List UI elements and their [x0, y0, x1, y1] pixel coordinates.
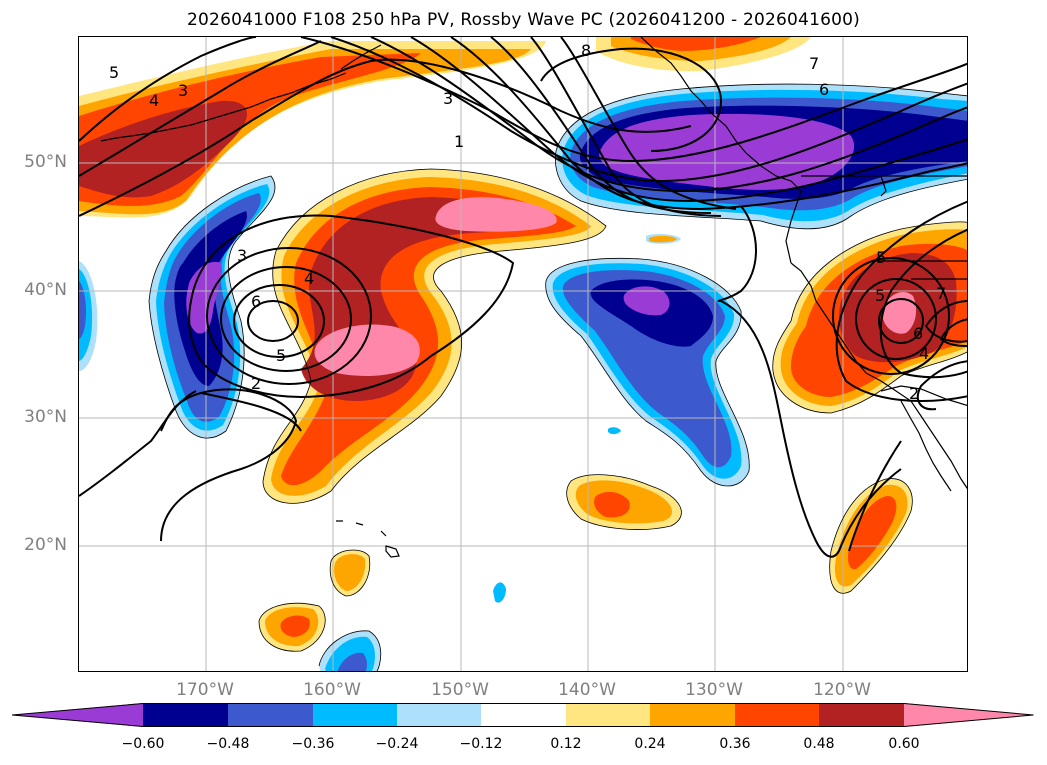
colorbar-segment-10 [904, 703, 1034, 727]
colorbar-tick-neg-0-36: −0.36 [291, 736, 335, 752]
colorbar-tick-neg-0-24: −0.24 [375, 736, 419, 752]
contour-label-5-nw: 5 [109, 63, 119, 82]
positive-anomaly-mexico [829, 478, 913, 594]
colorbar-tick-neg-0-60: −0.60 [121, 736, 165, 752]
colorbar-tick-neg-0-12: −0.12 [459, 736, 503, 752]
colorbar-segment-4 [397, 703, 481, 727]
positive-anomaly-south-small [259, 603, 326, 652]
colorbar-segment-6 [566, 703, 650, 727]
lon-label-170w: 170°W [176, 680, 234, 700]
contour-label-6-north: 6 [819, 80, 829, 99]
contour-label-1-north: 1 [454, 132, 464, 151]
positive-anomaly-subtropical [566, 474, 682, 530]
contour-label-4-west: 4 [304, 269, 314, 288]
lat-label-30n: 30°N [24, 407, 67, 427]
contour-label-7-north: 7 [809, 54, 819, 73]
colorbar-segment-0 [12, 703, 143, 727]
contour-label-5-west: 5 [276, 346, 286, 365]
map-panel: 5 4 3 3 1 8 7 6 3 6 4 5 2 5 6 5 4 2 7 [78, 36, 968, 672]
positive-anomaly-northwest [79, 41, 546, 218]
colorbar-segment-2 [228, 703, 313, 727]
map-title: 2026041000 F108 250 hPa PV, Rossby Wave … [187, 10, 860, 30]
contour-label-5-east-top: 5 [876, 248, 886, 267]
lat-label-20n: 20°N [24, 535, 67, 555]
positive-anomaly-hawaii [330, 549, 370, 596]
negative-anomaly-south [319, 630, 381, 671]
colorbar-tick-0-60: 0.60 [888, 736, 920, 752]
lat-label-40n: 40°N [24, 280, 67, 300]
lon-label-120w: 120°W [813, 680, 871, 700]
lon-label-150w: 150°W [431, 680, 489, 700]
colorbar-tick-0-12: 0.12 [550, 736, 582, 752]
rossby-wave-contours [79, 37, 967, 558]
negative-anomaly-small [493, 234, 681, 603]
contour-label-4-nw: 4 [149, 91, 159, 110]
contour-label-6-east: 6 [913, 324, 923, 343]
colorbar-tick-0-48: 0.48 [803, 736, 835, 752]
negative-anomaly-west-edge [79, 261, 98, 371]
colorbar-segment-3 [313, 703, 397, 727]
negative-anomaly-gulf-alaska [555, 84, 967, 229]
colorbar-tick-0-36: 0.36 [719, 736, 751, 752]
lat-label-50n: 50°N [24, 152, 67, 172]
contour-label-3-north: 3 [443, 89, 453, 108]
contour-label-7-east: 7 [936, 284, 946, 303]
contour-label-2-west: 2 [251, 374, 261, 393]
colorbar-tick-0-24: 0.24 [634, 736, 666, 752]
contour-label-2-east: 2 [909, 384, 919, 403]
contour-label-6-west: 6 [251, 292, 261, 311]
positive-anomaly-north [596, 37, 811, 72]
colorbar-segment-8 [735, 703, 819, 727]
contour-label-4-east: 4 [919, 344, 929, 363]
colorbar [12, 703, 1034, 727]
coastlines [100, 37, 967, 558]
negative-anomaly-east-pacific [545, 258, 750, 486]
contour-label-5-east: 5 [875, 286, 885, 305]
colorbar-tick-neg-0-48: −0.48 [206, 736, 250, 752]
lon-label-130w: 130°W [685, 680, 743, 700]
colorbar-segment-5 [481, 703, 566, 727]
contour-labels: 5 4 3 3 1 8 7 6 3 6 4 5 2 5 6 5 4 2 7 [106, 41, 946, 403]
lon-label-140w: 140°W [558, 680, 616, 700]
contour-label-3-west: 3 [237, 246, 247, 265]
positive-anomaly-central-pacific [263, 169, 606, 504]
positive-anomaly-california [772, 221, 967, 413]
contour-label-3-nw: 3 [178, 81, 188, 100]
colorbar-outline [12, 703, 1034, 727]
gridlines [79, 37, 967, 671]
lon-label-160w: 160°W [303, 680, 361, 700]
contour-label-8-north: 8 [581, 41, 591, 60]
colorbar-segment-7 [650, 703, 735, 727]
colorbar-segment-9 [819, 703, 904, 727]
colorbar-segment-1 [143, 703, 228, 727]
